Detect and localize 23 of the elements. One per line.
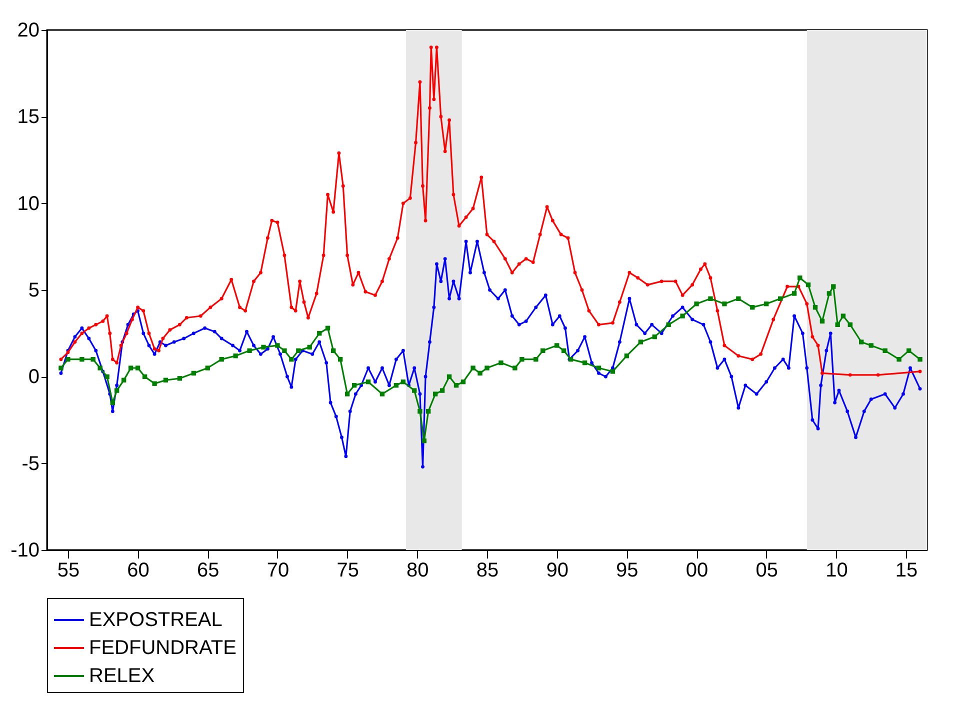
y-tick-label: 10 xyxy=(17,192,40,215)
y-tick-label: 20 xyxy=(17,20,40,42)
y-tick-label: 0 xyxy=(28,366,40,388)
x-tick-label: 60 xyxy=(127,560,150,582)
x-tick-label: 55 xyxy=(57,560,80,582)
x-tick-label: 75 xyxy=(336,560,359,582)
x-tick-label: 10 xyxy=(826,560,848,582)
x-tick-label: 85 xyxy=(476,560,499,582)
x-tick-label: 65 xyxy=(197,560,220,582)
legend-label: FEDFUNDRATE xyxy=(89,637,236,659)
y-tick-label: 5 xyxy=(28,280,40,302)
x-tick-label: 70 xyxy=(266,560,290,582)
y-tick-label: 15 xyxy=(17,106,40,128)
x-tick-label: 05 xyxy=(756,560,778,582)
y-tick-label: -5 xyxy=(22,452,40,475)
x-tick-label: 00 xyxy=(686,560,708,582)
x-tick-label: 15 xyxy=(895,560,918,582)
x-tick-label: 90 xyxy=(546,560,568,582)
y-tick-label: -10 xyxy=(10,540,40,562)
legend-label: RELEX xyxy=(89,665,155,687)
x-tick-label: 95 xyxy=(616,560,638,582)
x-tick-label: 80 xyxy=(406,560,429,582)
legend-label: EXPOSTREAL xyxy=(89,609,222,631)
